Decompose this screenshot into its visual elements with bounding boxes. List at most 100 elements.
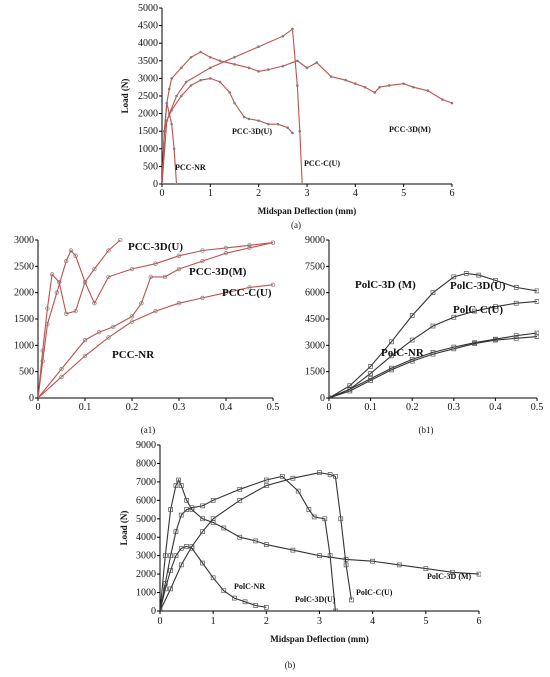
series-label: PolC-C(U) <box>453 304 503 316</box>
data-point <box>106 335 111 340</box>
data-point <box>315 61 318 64</box>
data-point <box>451 344 457 350</box>
data-point <box>148 274 153 280</box>
y-tick-label: 5000 <box>138 3 158 14</box>
data-point <box>170 108 173 112</box>
data-point <box>276 122 280 126</box>
data-point <box>387 84 391 87</box>
x-tick-label: 0 <box>327 402 332 413</box>
data-point <box>199 50 202 54</box>
series-label: PolC-3D(U) <box>295 595 336 604</box>
x-tick-label: 0.5 <box>267 402 280 413</box>
data-point <box>45 306 50 311</box>
data-point <box>210 516 216 522</box>
data-point <box>441 98 444 101</box>
series-polc-3d-m- <box>160 477 481 611</box>
data-point <box>267 68 270 71</box>
data-point <box>106 274 111 280</box>
series-line <box>38 284 274 398</box>
series-polc-c-u- <box>160 470 354 611</box>
data-point <box>165 101 169 105</box>
data-point <box>200 560 205 566</box>
data-point <box>327 553 333 559</box>
data-point <box>233 63 236 66</box>
series-label: PolC-C(U) <box>356 588 393 597</box>
y-tick-label: 4500 <box>138 21 158 32</box>
series-label: PolC-3D (M) <box>427 572 472 581</box>
y-tick-label: 3000 <box>14 235 34 246</box>
data-point <box>165 119 169 122</box>
data-point <box>476 571 481 577</box>
x-tick-label: 0 <box>158 616 163 627</box>
data-point <box>513 335 519 341</box>
series-line <box>160 478 480 611</box>
series-line <box>38 242 274 398</box>
data-point <box>476 272 482 278</box>
x-tick-label: 5 <box>423 616 428 627</box>
data-point <box>363 85 367 89</box>
data-point <box>139 301 144 306</box>
data-point <box>247 243 252 248</box>
series-pcc-c-u- <box>162 27 304 184</box>
data-point <box>409 313 415 318</box>
data-point <box>184 544 189 549</box>
x-tick-label: 6 <box>477 616 482 627</box>
series-line <box>329 336 538 398</box>
data-point <box>412 85 415 89</box>
chart-panel-a1: 0 500 1000 1500 2000 2500 3000 0 0.1 0.2 0.3 0.4 0.5… <box>14 235 279 435</box>
data-point <box>176 477 181 483</box>
data-point <box>163 129 166 133</box>
data-point <box>200 248 205 253</box>
data-point <box>513 300 519 306</box>
y-tick-label: 9000 <box>305 235 325 246</box>
y-tick-label: 2000 <box>138 109 158 120</box>
x-tick-label: 2 <box>256 188 261 199</box>
series-line <box>162 28 303 184</box>
y-tick-label: 2500 <box>14 261 34 272</box>
data-point <box>189 55 193 59</box>
y-tick-label: 500 <box>143 161 158 172</box>
data-point <box>493 336 498 342</box>
x-tick-label: 0.2 <box>406 402 419 413</box>
data-point <box>162 274 168 280</box>
data-point <box>409 337 415 343</box>
series-label: PCC-3D(M) <box>189 266 247 278</box>
data-point <box>184 497 189 503</box>
data-point <box>106 248 111 253</box>
data-point <box>333 608 338 611</box>
data-point <box>59 374 64 380</box>
data-point <box>153 261 158 266</box>
data-point <box>451 274 457 280</box>
data-point <box>173 529 179 535</box>
series-pcc-nr <box>162 101 178 184</box>
data-point <box>200 295 205 301</box>
data-point <box>200 503 205 509</box>
x-axis-label: Midspan Deflection (mm) <box>258 206 357 216</box>
data-point <box>200 516 205 522</box>
data-point <box>129 319 135 324</box>
data-point <box>233 55 236 59</box>
x-tick-label: 4 <box>370 616 375 627</box>
data-point <box>534 299 539 304</box>
data-point <box>173 483 179 488</box>
y-tick-label: 1000 <box>136 588 156 599</box>
data-point <box>168 568 173 573</box>
data-point <box>290 475 296 481</box>
data-point <box>176 266 182 272</box>
data-point <box>189 84 193 87</box>
data-point <box>184 80 188 84</box>
y-tick-label: 500 <box>19 367 34 378</box>
panel-caption: (b) <box>285 660 296 670</box>
x-tick-label: 3 <box>317 616 322 627</box>
y-tick-label: 0 <box>153 179 158 190</box>
data-point <box>263 604 269 610</box>
data-point <box>300 182 304 184</box>
data-point <box>175 182 178 184</box>
data-point <box>270 240 275 245</box>
data-point <box>189 545 195 551</box>
chart-panel-b: 0 1000 2000 3000 4000 5000 6000 7000 8000 9000 0 1 2… <box>119 440 482 670</box>
data-point <box>409 357 415 362</box>
data-point <box>344 78 347 82</box>
data-point <box>233 101 236 105</box>
y-tick-label: 6000 <box>136 495 156 506</box>
